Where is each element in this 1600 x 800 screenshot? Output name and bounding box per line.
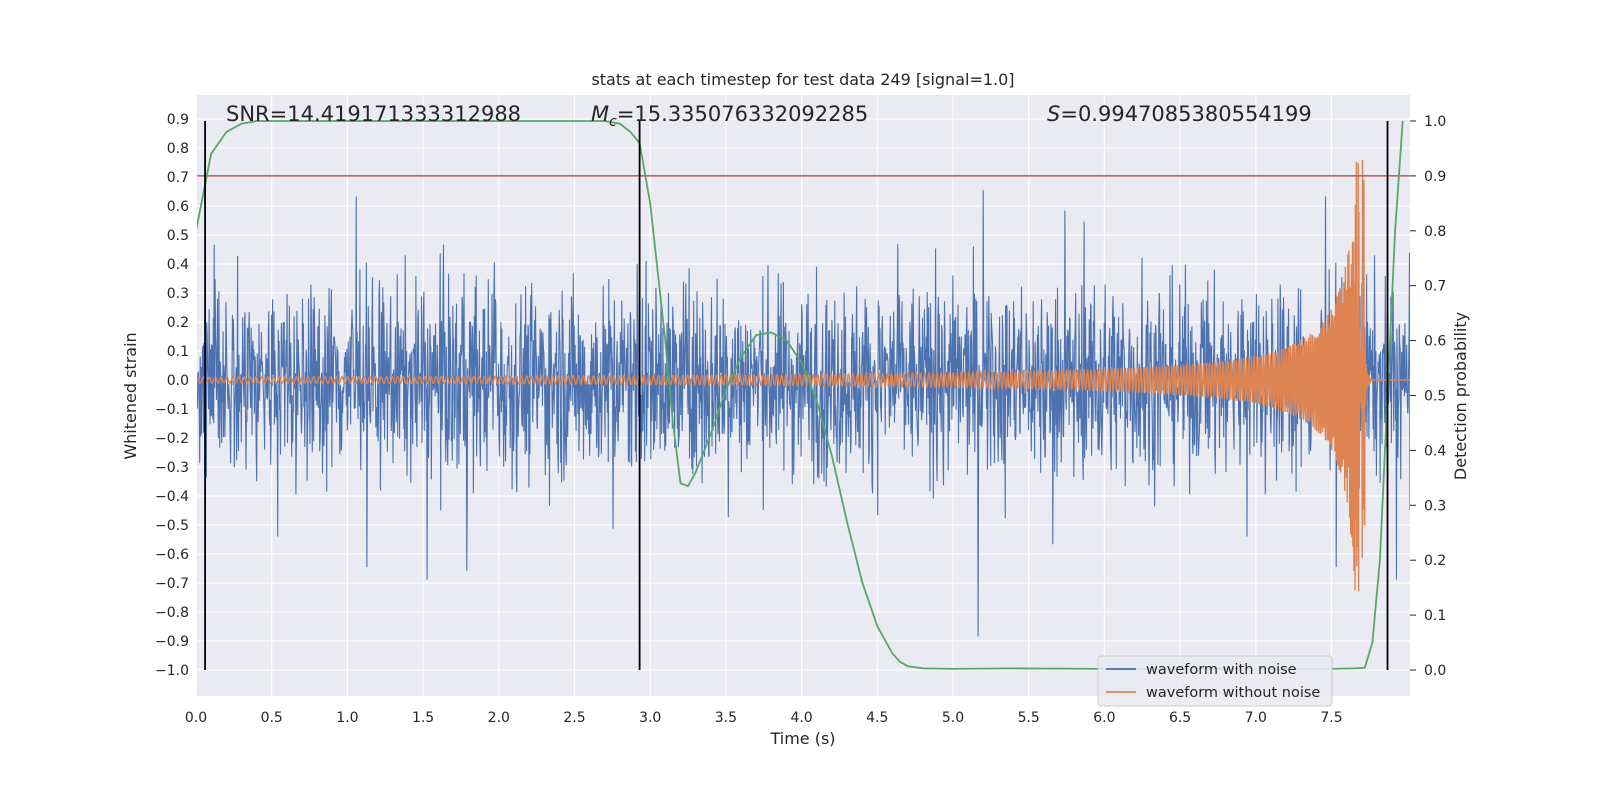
x-tick-label: 6.0 (1093, 710, 1115, 726)
chirp-mass-subscript: c (609, 114, 617, 130)
x-tick-label: 4.5 (866, 710, 888, 726)
y2-tick-label: 0.4 (1424, 443, 1446, 459)
x-axis-ticks: 0.0 0.5 1.0 1.5 2.0 2.5 3.0 3.5 4.0 4.5 5.0 5.5 6.0 6… (185, 710, 1343, 726)
y-tick-label: −0.6 (155, 547, 189, 563)
y-tick-label: −0.8 (155, 605, 189, 621)
y-tick-label: −0.5 (155, 518, 189, 534)
x-tick-label: 5.0 (942, 710, 964, 726)
snr-annotation: SNR=14.419171333312988 (226, 102, 521, 126)
legend-label-waveform-without-noise: waveform without noise (1146, 685, 1320, 701)
y2-tick-label: 0.3 (1424, 498, 1446, 514)
y-tick-label: −0.7 (155, 576, 189, 592)
x-tick-label: 7.0 (1245, 710, 1267, 726)
y2-tick-label: 0.6 (1424, 334, 1446, 350)
score-annotation: S=0.9947085380554199 (1047, 102, 1312, 126)
x-axis-label: Time (s) (769, 729, 835, 748)
y-tick-label: −0.1 (155, 402, 189, 418)
legend-label-waveform-with-noise: waveform with noise (1146, 662, 1297, 678)
y-axis-label: Whitened strain (121, 332, 140, 459)
y-tick-label: 0.5 (167, 228, 189, 244)
y-axis-ticks: 0.9 0.8 0.7 0.6 0.5 0.4 0.3 0.2 0.1 0.0 −0.1 −0.2 −0… (155, 112, 189, 679)
chirp-mass-symbol: M (591, 102, 609, 126)
y2-axis-ticks: 1.0 0.9 0.8 0.7 0.6 0.5 0.4 0.3 0.2 0.1 0.0 (1410, 114, 1446, 679)
x-tick-label: 0.0 (185, 710, 207, 726)
legend: waveform with noise waveform without noi… (1097, 655, 1333, 707)
y2-tick-label: 0.5 (1424, 389, 1446, 405)
chart-title: stats at each timestep for test data 249… (591, 70, 1014, 89)
score-value: =0.9947085380554199 (1060, 102, 1311, 126)
y-tick-label: 0.0 (167, 373, 189, 389)
y-tick-label: 0.3 (167, 286, 189, 302)
y2-axis-label: Detection probability (1451, 312, 1470, 480)
y-tick-label: 0.7 (167, 170, 189, 186)
chirp-mass-annotation: Mc=15.335076332092285 (591, 102, 868, 130)
y2-tick-label: 0.2 (1424, 553, 1446, 569)
y-tick-label: 0.2 (167, 315, 189, 331)
y2-tick-label: 0.1 (1424, 608, 1446, 624)
y-tick-label: 0.8 (167, 141, 189, 157)
x-tick-label: 3.5 (715, 710, 737, 726)
y2-tick-label: 0.0 (1424, 663, 1446, 679)
y-tick-label: −1.0 (155, 663, 189, 679)
y2-tick-label: 0.9 (1424, 169, 1446, 185)
x-tick-label: 2.5 (563, 710, 585, 726)
chirp-mass-value: =15.335076332092285 (617, 102, 868, 126)
x-tick-label: 3.0 (639, 710, 661, 726)
y-tick-label: 0.4 (167, 257, 189, 273)
x-tick-label: 5.5 (1018, 710, 1040, 726)
y-tick-label: 0.6 (167, 199, 189, 215)
y-tick-label: −0.4 (155, 489, 189, 505)
x-tick-label: 6.5 (1169, 710, 1191, 726)
y-tick-label: 0.9 (167, 112, 189, 128)
score-symbol: S (1047, 102, 1060, 126)
y2-tick-label: 0.7 (1424, 279, 1446, 295)
y-tick-label: 0.1 (167, 344, 189, 360)
y-tick-label: −0.9 (155, 634, 189, 650)
x-tick-label: 4.0 (790, 710, 812, 726)
x-tick-label: 2.0 (488, 710, 510, 726)
x-tick-label: 1.5 (412, 710, 434, 726)
series-waveform-with-noise (197, 190, 1410, 637)
series-waveform-without-noise (197, 159, 1410, 592)
x-tick-label: 7.5 (1320, 710, 1342, 726)
y-tick-label: −0.2 (155, 431, 189, 447)
x-tick-label: 1.0 (336, 710, 358, 726)
y2-tick-label: 0.8 (1424, 224, 1446, 240)
x-tick-label: 0.5 (261, 710, 283, 726)
legend-box (1097, 655, 1333, 707)
y2-tick-label: 1.0 (1424, 114, 1446, 130)
y-tick-label: −0.3 (155, 460, 189, 476)
